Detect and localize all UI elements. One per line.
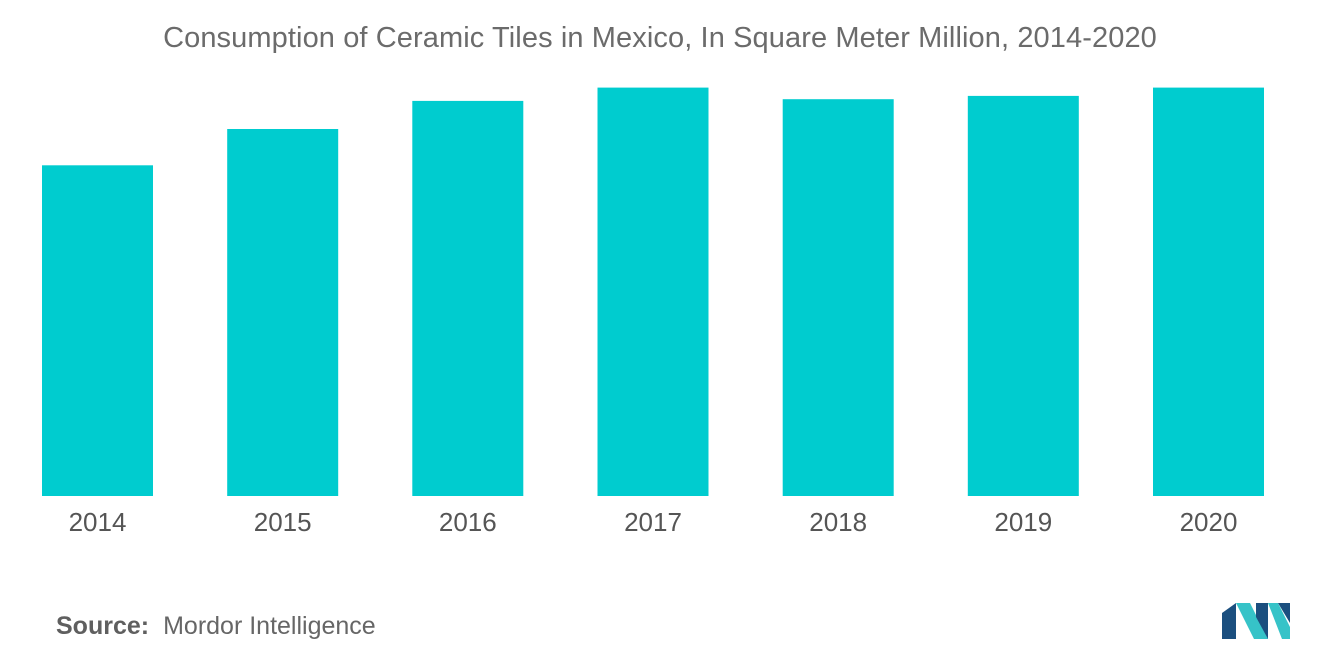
bar-2018 bbox=[782, 99, 894, 496]
mordor-intelligence-logo-icon bbox=[1222, 603, 1290, 639]
x-tick-label: 2020 bbox=[1180, 507, 1238, 537]
chart-title: Consumption of Ceramic Tiles in Mexico, … bbox=[163, 22, 1157, 54]
bar-2016 bbox=[412, 100, 524, 497]
logo-shape-mid bbox=[1236, 603, 1268, 639]
logo-shape-edge bbox=[1278, 603, 1290, 623]
bar-2020 bbox=[1153, 87, 1264, 496]
x-tick-label: 2017 bbox=[624, 507, 682, 537]
x-tick-label: 2015 bbox=[254, 507, 312, 537]
logo-shape-left bbox=[1222, 603, 1236, 639]
bar-2017 bbox=[597, 87, 709, 496]
source-text: Mordor Intelligence bbox=[163, 612, 376, 640]
bar-2019 bbox=[967, 95, 1079, 497]
bar-2015 bbox=[227, 129, 339, 496]
x-tick-label: 2019 bbox=[994, 507, 1052, 537]
bar-2014 bbox=[42, 165, 153, 497]
x-tick-label: 2016 bbox=[439, 507, 497, 537]
source-line: Source: Mordor Intelligence bbox=[56, 612, 376, 641]
bar-chart: 2014 2015 2016 2017 2018 2019 2020 bbox=[42, 87, 1264, 537]
source-label: Source: bbox=[56, 612, 150, 640]
x-tick-label: 2018 bbox=[809, 507, 867, 537]
logo-shape-mid-right bbox=[1256, 603, 1268, 639]
x-tick-label: 2014 bbox=[69, 507, 127, 537]
logo-shape-right bbox=[1268, 603, 1290, 639]
